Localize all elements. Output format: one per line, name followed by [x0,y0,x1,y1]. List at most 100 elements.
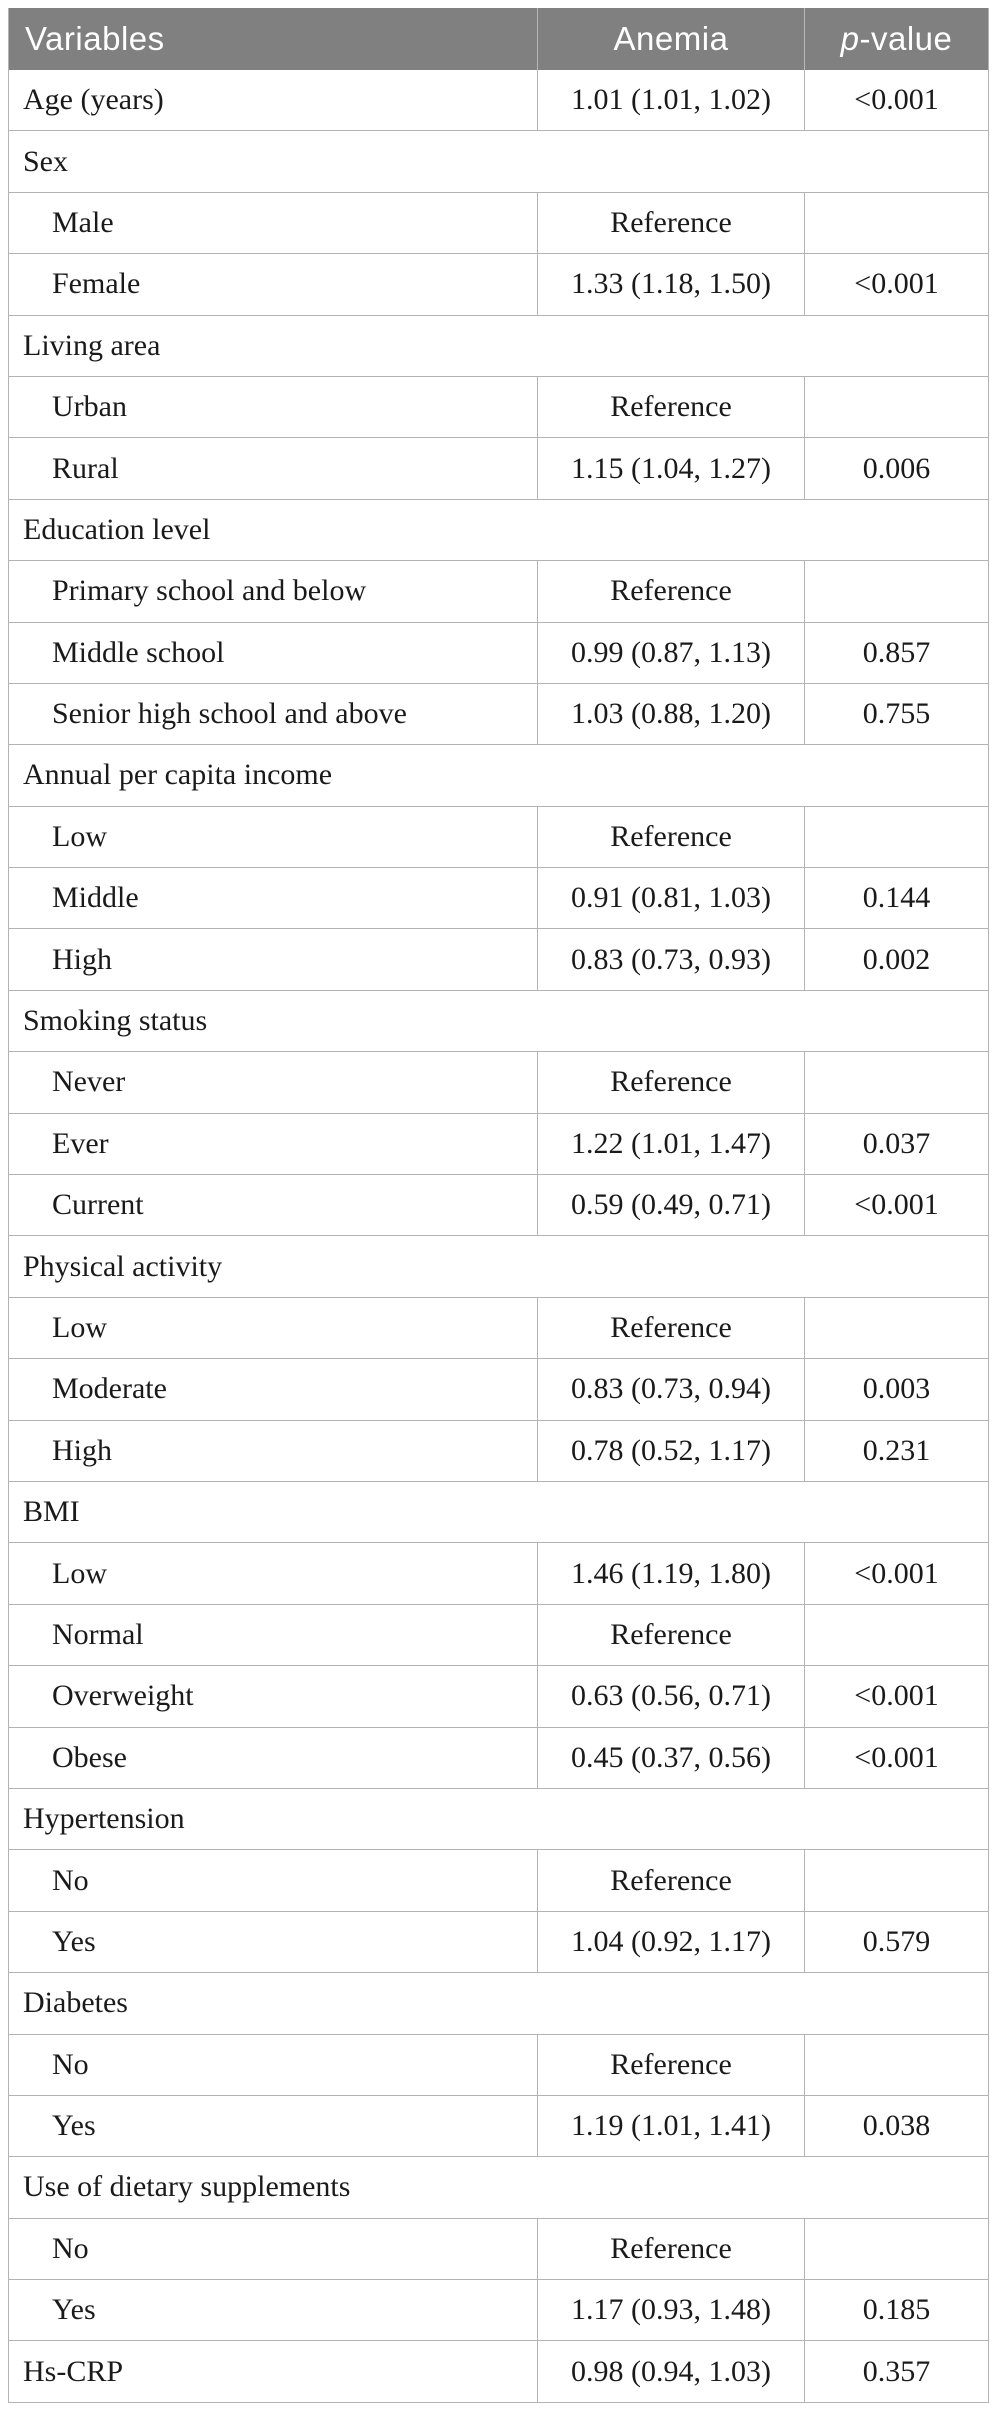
pvalue-cell: 0.006 [804,438,988,500]
variable-cell: Current [9,1175,537,1237]
variable-cell: Yes [9,2280,537,2342]
anemia-value-cell: 0.59 (0.49, 0.71) [537,1175,804,1237]
table-row: Current 0.59 (0.49, 0.71) <0.001 [9,1175,988,1237]
table-row: Male Reference [9,192,988,255]
anemia-value-cell: 0.78 (0.52, 1.17) [537,1420,804,1482]
pvalue-cell [804,2034,988,2096]
anemia-value-cell: Reference [537,1850,804,1912]
anemia-value-cell: 0.63 (0.56, 0.71) [537,1666,804,1728]
pvalue-cell [804,806,988,869]
group-label: Smoking status [9,991,988,1053]
variable-cell: No [9,2035,537,2096]
pvalue-cell: <0.001 [804,1666,988,1728]
pvalue-cell: 0.185 [804,2280,988,2342]
pvalue-cell [804,1850,988,1912]
variable-cell: Middle [9,868,537,930]
table-row: No Reference [9,2034,988,2096]
pvalue-cell: 0.755 [804,683,988,746]
pvalue-cell [804,1297,988,1360]
pvalue-cell: <0.001 [804,1727,988,1789]
column-header-anemia: Anemia [537,8,804,70]
variable-cell: Rural [9,438,537,500]
group-label: Physical activity [9,1236,988,1298]
variable-cell: Middle school [9,623,537,684]
pvalue-rest: -value [859,20,953,57]
anemia-value-cell: Reference [537,1052,804,1114]
pvalue-cell: 0.357 [804,2341,988,2403]
group-row: Annual per capita income [9,745,988,807]
variable-cell: Yes [9,1912,537,1974]
anemia-value-cell: Reference [537,1297,804,1360]
variable-cell: Normal [9,1605,537,1667]
group-row: Use of dietary supplements [9,2157,988,2219]
table-row: Middle 0.91 (0.81, 1.03) 0.144 [9,868,988,930]
pvalue-cell: 0.038 [804,2095,988,2158]
group-label: Sex [9,131,988,193]
pvalue-cell: 0.579 [804,1911,988,1974]
pvalue-cell: 0.037 [804,1113,988,1176]
pvalue-cell: 0.144 [804,868,988,930]
table-row: Moderate 0.83 (0.73, 0.94) 0.003 [9,1359,988,1421]
anemia-value-cell: Reference [537,376,804,439]
group-label: Hypertension [9,1789,988,1851]
anemia-value-cell: Reference [537,192,804,255]
variable-cell: Primary school and below [9,561,537,623]
table-row: Normal Reference [9,1604,988,1667]
anemia-value-cell: Reference [537,2034,804,2096]
variable-cell: High [9,929,537,991]
pvalue-cell: 0.857 [804,622,988,684]
anemia-value-cell: 1.33 (1.18, 1.50) [537,254,804,316]
table-row: Low Reference [9,806,988,869]
variable-cell: Ever [9,1114,537,1176]
group-label: Annual per capita income [9,745,988,807]
table-row: No Reference [9,2218,988,2281]
column-header-variables: Variables [9,8,537,70]
variable-cell: Yes [9,2096,537,2158]
table-row: Never Reference [9,1052,988,1114]
anemia-value-cell: 1.46 (1.19, 1.80) [537,1543,804,1605]
group-label: BMI [9,1482,988,1544]
pvalue-cell [804,1604,988,1667]
anemia-value-cell: 1.15 (1.04, 1.27) [537,438,804,500]
variable-cell: Overweight [9,1666,537,1728]
anemia-value-cell: 0.91 (0.81, 1.03) [537,868,804,930]
table-row: Rural 1.15 (1.04, 1.27) 0.006 [9,438,988,500]
table-row: Low 1.46 (1.19, 1.80) <0.001 [9,1543,988,1605]
pvalue-cell [804,1052,988,1114]
variable-cell: Moderate [9,1359,537,1421]
table-row: Senior high school and above 1.03 (0.88, … [9,683,988,746]
table-row: Urban Reference [9,376,988,439]
anemia-value-cell: 0.83 (0.73, 0.93) [537,929,804,991]
anemia-value-cell: Reference [537,561,804,623]
table-row: Age (years) 1.01 (1.01, 1.02) <0.001 [9,70,988,132]
pvalue-cell: 0.002 [804,929,988,991]
group-row: Sex [9,131,988,193]
variable-cell: Hs-CRP [9,2341,537,2403]
anemia-value-cell: 0.99 (0.87, 1.13) [537,622,804,684]
variable-cell: Age (years) [9,70,537,132]
group-label: Use of dietary supplements [9,2157,988,2219]
variable-cell: Never [9,1052,537,1114]
pvalue-cell: 0.231 [804,1420,988,1482]
variable-cell: No [9,2219,537,2281]
variable-cell: Low [9,807,537,869]
variable-cell: Senior high school and above [9,684,537,746]
group-row: Physical activity [9,1236,988,1298]
pvalue-italic-p: p [840,20,860,57]
table-row: High 0.83 (0.73, 0.93) 0.002 [9,929,988,991]
pvalue-cell: 0.003 [804,1359,988,1421]
group-label: Living area [9,316,988,377]
variable-cell: Low [9,1298,537,1360]
table-header-row: Variables Anemia p-value [9,8,988,70]
pvalue-cell: <0.001 [804,1175,988,1237]
anemia-value-cell: 1.17 (0.93, 1.48) [537,2280,804,2342]
anemia-value-cell: 1.04 (0.92, 1.17) [537,1911,804,1974]
table-row: Obese 0.45 (0.37, 0.56) <0.001 [9,1727,988,1789]
variable-cell: Low [9,1543,537,1605]
variable-cell: Female [9,254,537,316]
anemia-value-cell: 0.83 (0.73, 0.94) [537,1359,804,1421]
anemia-value-cell: Reference [537,1604,804,1667]
table-row: Ever 1.22 (1.01, 1.47) 0.037 [9,1113,988,1176]
group-label: Diabetes [9,1973,988,2035]
group-row: Diabetes [9,1973,988,2035]
